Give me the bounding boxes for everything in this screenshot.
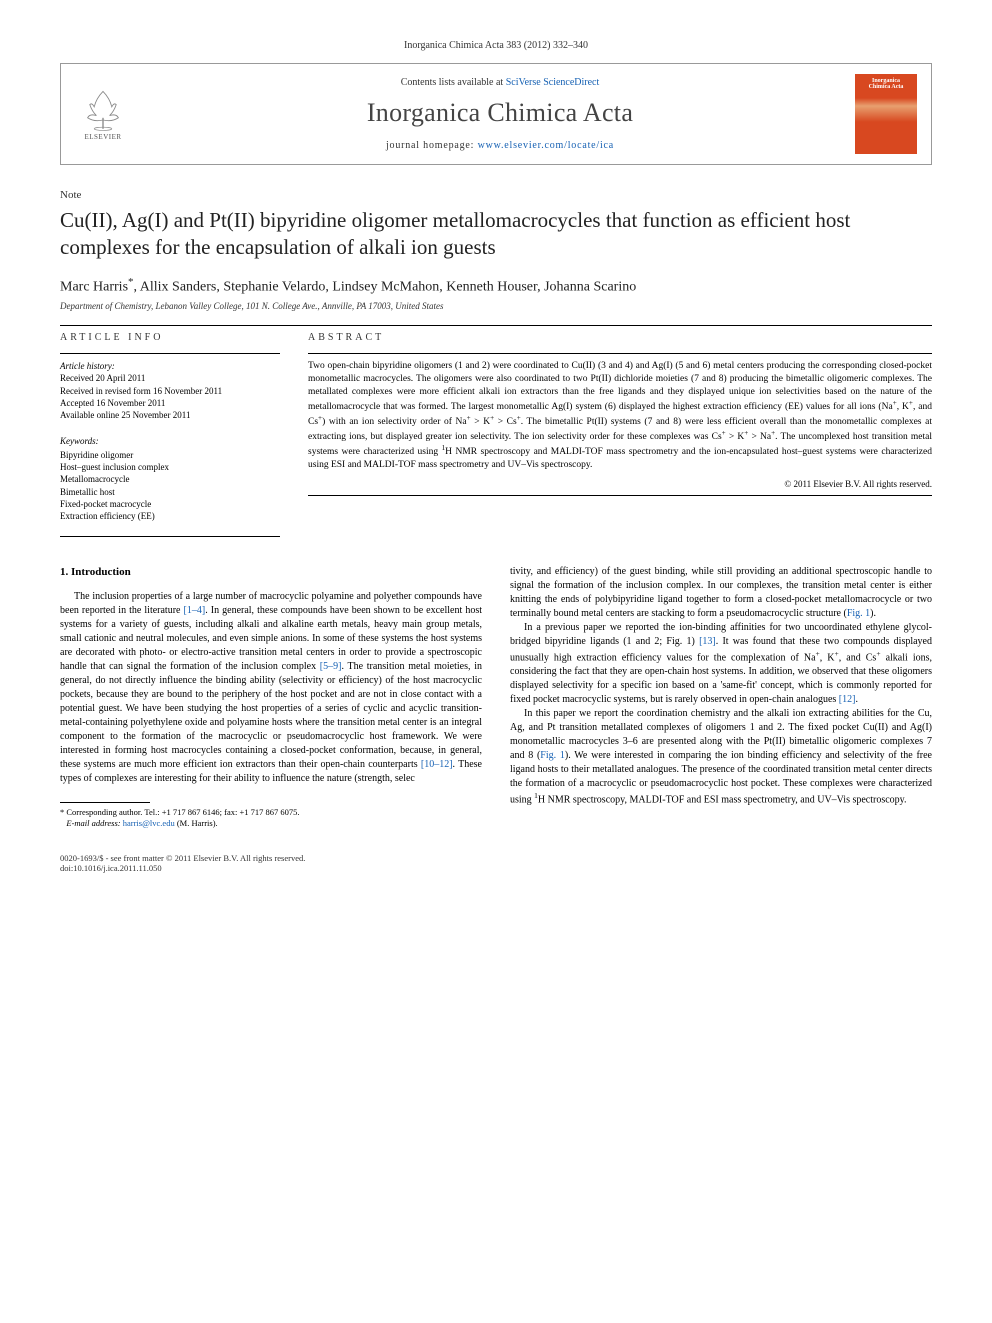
article-title: Cu(II), Ag(I) and Pt(II) bipyridine olig… bbox=[60, 207, 932, 262]
body-paragraph: In this paper we report the coordination… bbox=[510, 707, 932, 807]
figure-link[interactable]: Fig. 1 bbox=[847, 608, 870, 619]
footnote-line-1: * Corresponding author. Tel.: +1 717 867… bbox=[60, 807, 482, 818]
divider bbox=[60, 536, 280, 537]
footnote-rule bbox=[60, 802, 150, 803]
body-paragraph: In a previous paper we reported the ion-… bbox=[510, 621, 932, 707]
abstract-text: Two open-chain bipyridine oligomers (1 a… bbox=[308, 360, 932, 471]
front-matter-line: 0020-1693/$ - see front matter © 2011 El… bbox=[60, 853, 305, 863]
citation-link[interactable]: [12] bbox=[839, 694, 856, 705]
email-label: E-mail address: bbox=[66, 818, 120, 828]
article-type-label: Note bbox=[60, 189, 932, 201]
corresponding-author-footnote: * Corresponding author. Tel.: +1 717 867… bbox=[60, 802, 482, 829]
keyword: Bipyridine oligomer bbox=[60, 449, 280, 461]
history-label: Article history: bbox=[60, 360, 280, 372]
body-paragraph: tivity, and efficiency) of the guest bin… bbox=[510, 565, 932, 621]
article-info-column: ARTICLE INFO Article history: Received 2… bbox=[60, 332, 280, 537]
contents-available-line: Contents lists available at SciVerse Sci… bbox=[145, 77, 855, 88]
homepage-link[interactable]: www.elsevier.com/locate/ica bbox=[478, 140, 614, 151]
keywords-label: Keywords: bbox=[60, 435, 280, 447]
journal-title: Inorganica Chimica Acta bbox=[145, 98, 855, 128]
divider bbox=[60, 325, 932, 326]
page-footer: 0020-1693/$ - see front matter © 2011 El… bbox=[60, 853, 932, 873]
article-body: 1. Introduction The inclusion properties… bbox=[60, 565, 932, 829]
divider bbox=[308, 353, 932, 354]
journal-cover-thumbnail[interactable]: Inorganica Chimica Acta bbox=[855, 74, 917, 154]
cover-title-2: Chimica Acta bbox=[859, 84, 913, 90]
article-history: Article history: Received 20 April 2011 … bbox=[60, 360, 280, 421]
email-suffix: (M. Harris). bbox=[177, 818, 218, 828]
header-center: Contents lists available at SciVerse Sci… bbox=[145, 77, 855, 151]
homepage-prefix: journal homepage: bbox=[386, 140, 478, 151]
author-list: Marc Harris*, Allix Sanders, Stephanie V… bbox=[60, 276, 932, 296]
footer-left: 0020-1693/$ - see front matter © 2011 El… bbox=[60, 853, 305, 873]
figure-link[interactable]: Fig. 1 bbox=[540, 750, 565, 761]
info-abstract-row: ARTICLE INFO Article history: Received 2… bbox=[60, 332, 932, 537]
keyword: Host–guest inclusion complex bbox=[60, 461, 280, 473]
abstract-column: ABSTRACT Two open-chain bipyridine oligo… bbox=[308, 332, 932, 537]
revised-date: Received in revised form 16 November 201… bbox=[60, 385, 280, 397]
keyword: Metallomacrocycle bbox=[60, 473, 280, 485]
citation-link[interactable]: [10–12] bbox=[421, 759, 453, 770]
abstract-heading: ABSTRACT bbox=[308, 332, 932, 343]
article-info-heading: ARTICLE INFO bbox=[60, 332, 280, 343]
keywords-block: Keywords: Bipyridine oligomerHost–guest … bbox=[60, 435, 280, 522]
received-date: Received 20 April 2011 bbox=[60, 372, 280, 384]
journal-header-box: ELSEVIER Contents lists available at Sci… bbox=[60, 63, 932, 165]
elsevier-tree-icon bbox=[81, 87, 125, 131]
journal-reference: Inorganica Chimica Acta 383 (2012) 332–3… bbox=[60, 40, 932, 51]
doi-line: doi:10.1016/j.ica.2011.11.050 bbox=[60, 863, 305, 873]
divider bbox=[308, 495, 932, 496]
keyword: Bimetallic host bbox=[60, 486, 280, 498]
sciencedirect-link[interactable]: SciVerse ScienceDirect bbox=[506, 77, 600, 88]
accepted-date: Accepted 16 November 2011 bbox=[60, 397, 280, 409]
homepage-line: journal homepage: www.elsevier.com/locat… bbox=[145, 140, 855, 151]
citation-link[interactable]: [1–4] bbox=[184, 605, 206, 616]
contents-prefix: Contents lists available at bbox=[401, 77, 506, 88]
footnote-line-2: E-mail address: harris@lvc.edu (M. Harri… bbox=[60, 818, 482, 829]
affiliation: Department of Chemistry, Lebanon Valley … bbox=[60, 301, 932, 311]
divider bbox=[60, 353, 280, 354]
citation-link[interactable]: [13] bbox=[699, 636, 716, 647]
section-1-heading: 1. Introduction bbox=[60, 565, 482, 580]
corresponding-email-link[interactable]: harris@lvc.edu bbox=[123, 818, 175, 828]
keyword: Extraction efficiency (EE) bbox=[60, 510, 280, 522]
publisher-name: ELSEVIER bbox=[84, 133, 121, 141]
elsevier-logo[interactable]: ELSEVIER bbox=[75, 82, 131, 146]
online-date: Available online 25 November 2011 bbox=[60, 409, 280, 421]
abstract-copyright: © 2011 Elsevier B.V. All rights reserved… bbox=[308, 479, 932, 489]
body-paragraph: The inclusion properties of a large numb… bbox=[60, 590, 482, 786]
keyword: Fixed-pocket macrocycle bbox=[60, 498, 280, 510]
citation-link[interactable]: [5–9] bbox=[320, 661, 342, 672]
